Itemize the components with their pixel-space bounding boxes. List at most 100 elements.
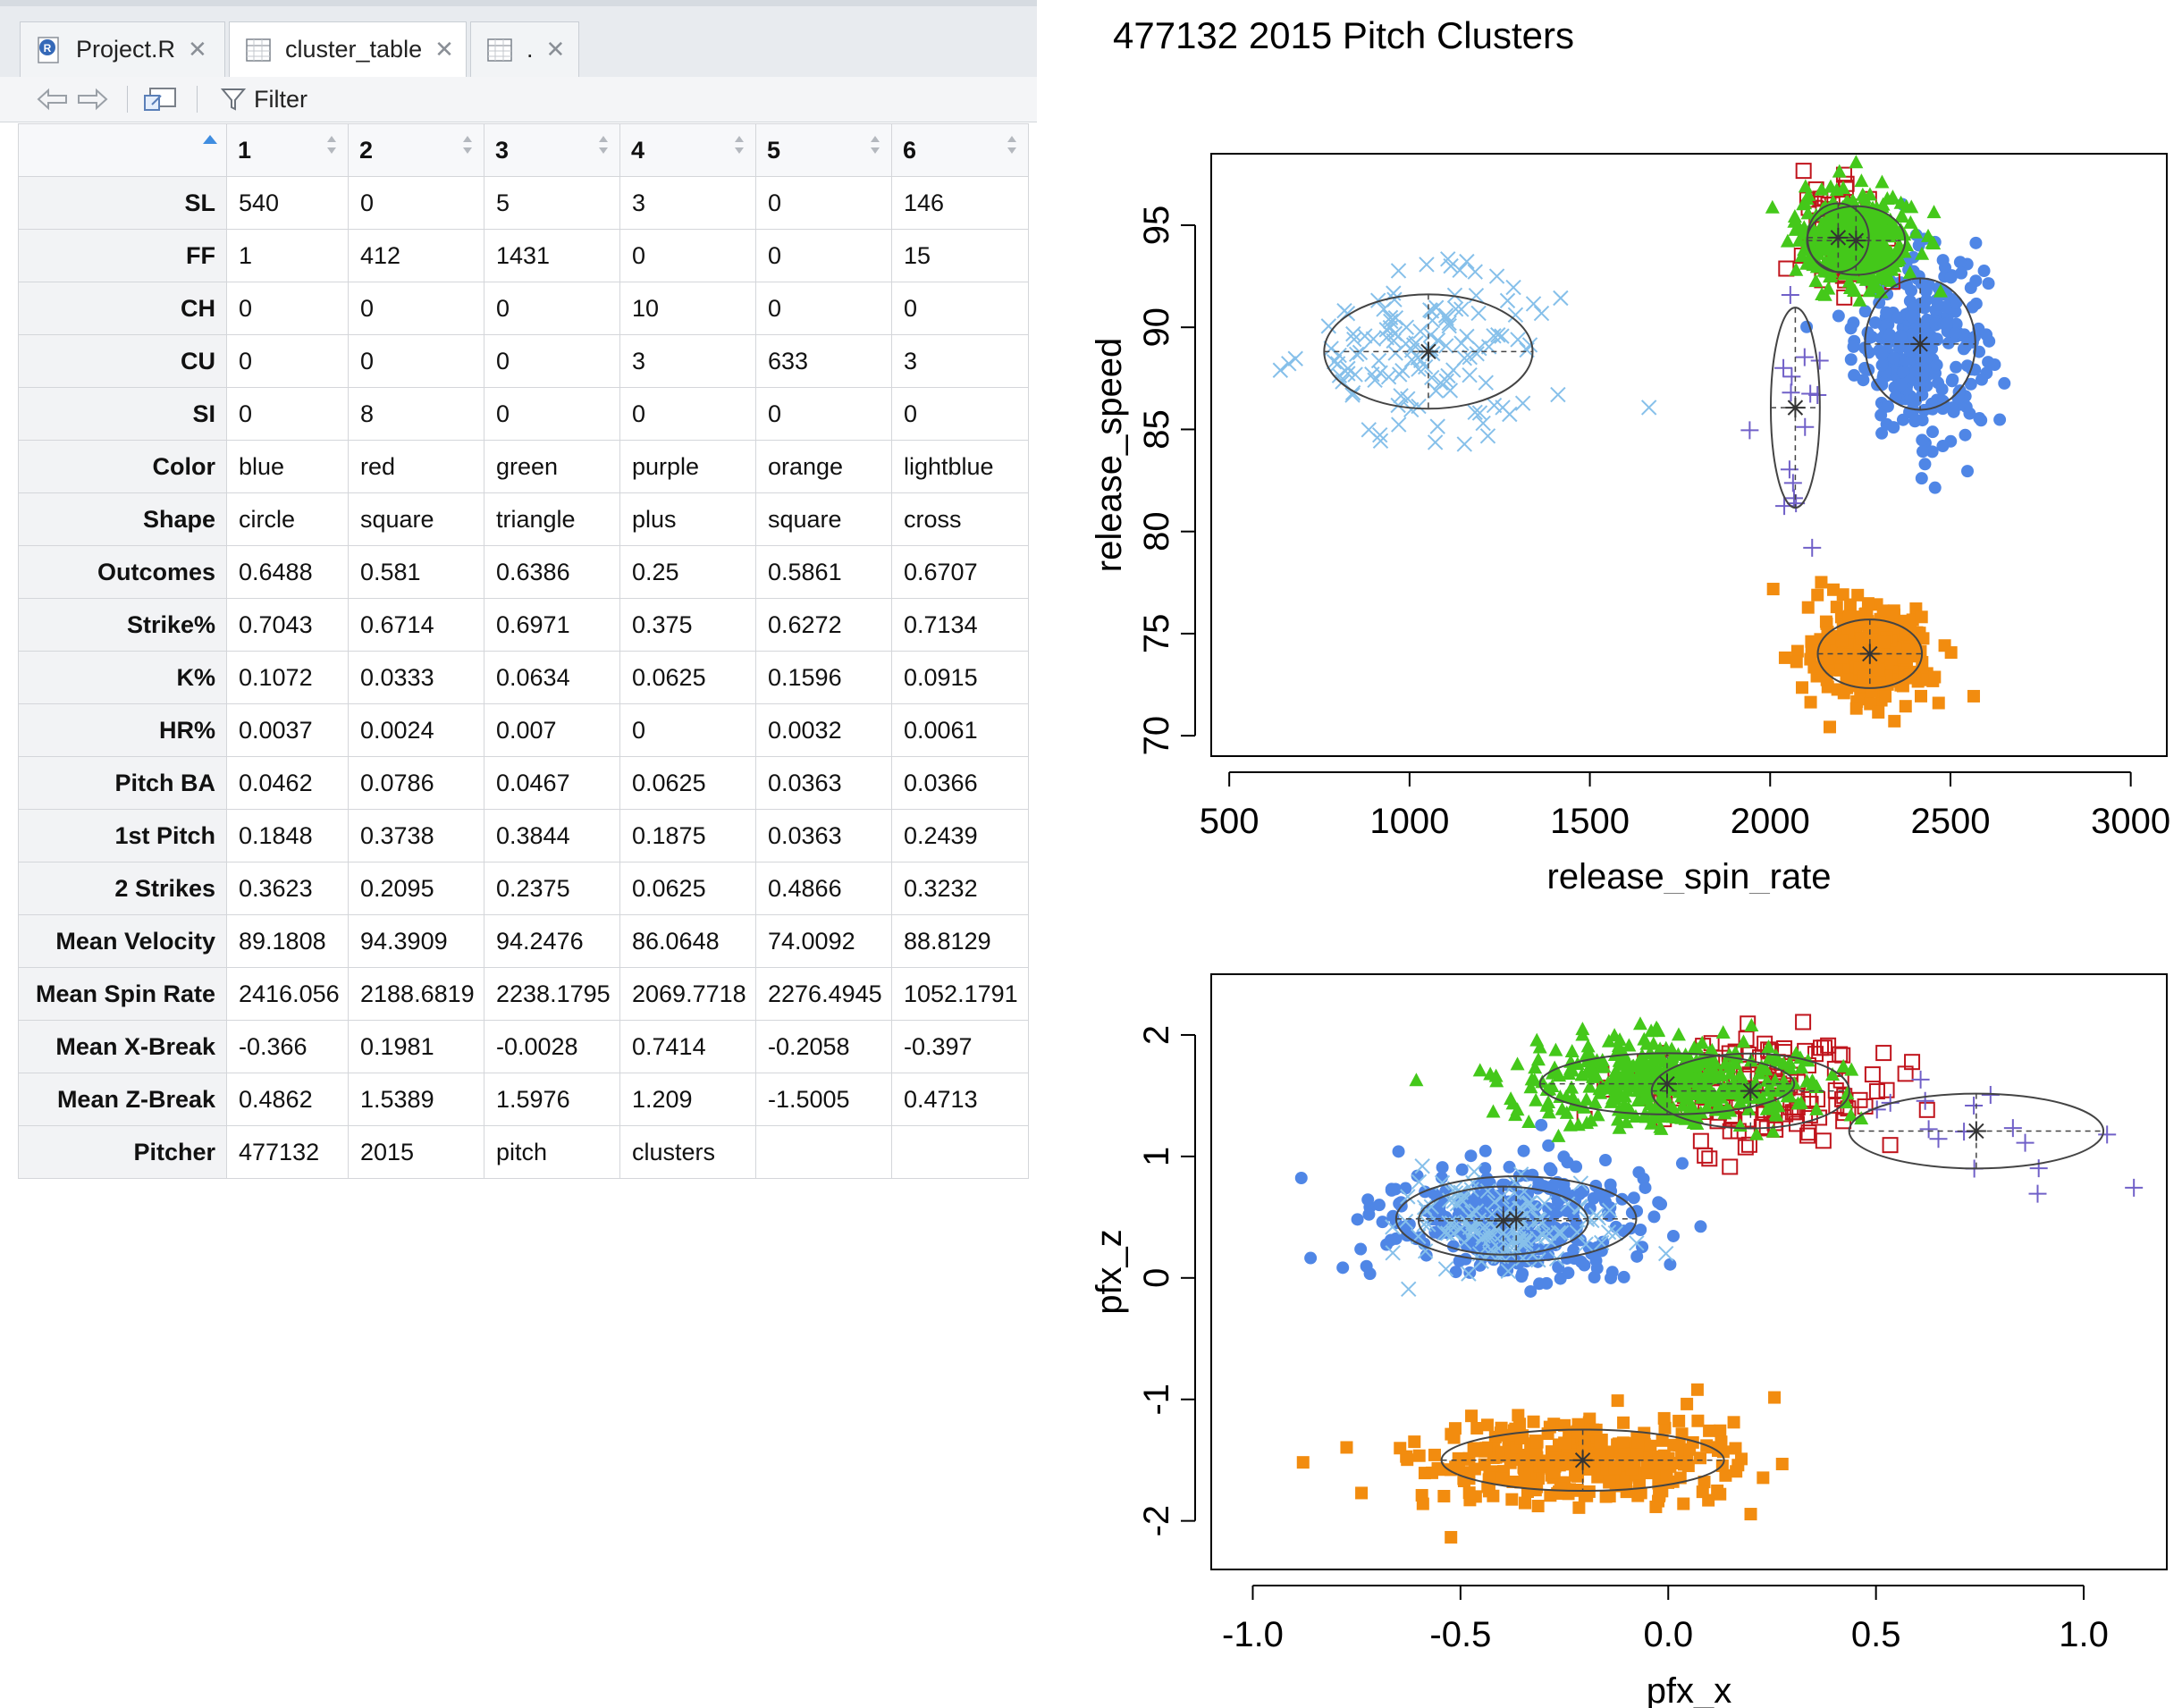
table-cell[interactable]: 0.3623 [226,862,349,915]
table-cell[interactable]: 0.6707 [891,545,1029,599]
table-cell[interactable]: 0 [484,334,620,388]
table-cell[interactable]: 0.6488 [226,545,349,599]
table-cell[interactable]: 0.0625 [619,651,756,704]
table-cell[interactable]: 0.0363 [755,756,892,810]
table-cell[interactable]: 0 [891,282,1029,335]
table-cell[interactable] [891,1125,1029,1179]
table-cell[interactable]: 0.0467 [484,756,620,810]
table-cell[interactable] [755,1125,892,1179]
table-cell[interactable]: 0.6714 [348,598,484,652]
table-cell[interactable]: cross [891,492,1029,546]
table-cell[interactable]: 0 [619,229,756,282]
table-cell[interactable]: 0.0333 [348,651,484,704]
table-cell[interactable]: 0 [348,334,484,388]
table-cell[interactable]: 0.1596 [755,651,892,704]
table-cell[interactable]: -0.366 [226,1020,349,1073]
table-cell[interactable]: 633 [755,334,892,388]
table-cell[interactable]: 0.375 [619,598,756,652]
table-cell[interactable]: 0.1875 [619,809,756,862]
table-cell[interactable]: 0.4713 [891,1073,1029,1126]
table-cell[interactable]: red [348,440,484,493]
table-cell[interactable]: lightblue [891,440,1029,493]
table-cell[interactable]: 0.581 [348,545,484,599]
show-in-window-icon[interactable] [143,84,179,114]
close-icon[interactable]: ✕ [545,36,566,63]
table-cell[interactable]: 2238.1795 [484,967,620,1021]
table-cell[interactable]: pitch [484,1125,620,1179]
table-cell[interactable]: clusters [619,1125,756,1179]
table-cell[interactable]: 0.0625 [619,862,756,915]
sort-arrows-icon[interactable] [462,133,473,156]
sort-arrows-icon[interactable] [598,133,609,156]
table-cell[interactable]: square [755,492,892,546]
table-cell[interactable]: 0.5861 [755,545,892,599]
table-cell[interactable]: 0.7134 [891,598,1029,652]
table-cell[interactable]: 0.0024 [348,703,484,757]
table-cell[interactable]: 1.209 [619,1073,756,1126]
table-cell[interactable]: 2416.056 [226,967,349,1021]
table-cell[interactable]: orange [755,440,892,493]
table-cell[interactable]: 0.25 [619,545,756,599]
table-cell[interactable]: triangle [484,492,620,546]
close-icon[interactable]: ✕ [188,36,207,63]
table-cell[interactable]: 8 [348,387,484,441]
table-cell[interactable]: 0 [348,176,484,230]
filter-button[interactable]: Filter [220,84,308,114]
table-cell[interactable]: square [348,492,484,546]
table-cell[interactable]: 0 [484,387,620,441]
table-cell[interactable]: 0.4862 [226,1073,349,1126]
table-cell[interactable]: 0 [755,282,892,335]
table-cell[interactable]: 1052.1791 [891,967,1029,1021]
table-cell[interactable]: -0.0028 [484,1020,620,1073]
table-cell[interactable]: 0.6272 [755,598,892,652]
column-header-5[interactable]: 5 [755,123,892,177]
table-cell[interactable]: 88.8129 [891,914,1029,968]
table-cell[interactable]: 2276.4945 [755,967,892,1021]
sort-arrows-icon[interactable] [1007,133,1017,156]
tab-dot[interactable]: . ✕ [470,21,579,77]
table-cell[interactable]: blue [226,440,349,493]
table-cell[interactable]: 412 [348,229,484,282]
table-cell[interactable]: 0 [484,282,620,335]
column-header-2[interactable]: 2 [348,123,484,177]
table-cell[interactable]: 94.2476 [484,914,620,968]
row-names-header[interactable] [18,123,227,177]
table-cell[interactable]: 0.0634 [484,651,620,704]
table-cell[interactable]: 477132 [226,1125,349,1179]
sort-arrows-icon[interactable] [734,133,745,156]
table-cell[interactable]: green [484,440,620,493]
table-cell[interactable]: 0 [226,334,349,388]
table-cell[interactable]: 0.0786 [348,756,484,810]
table-cell[interactable]: purple [619,440,756,493]
column-header-3[interactable]: 3 [484,123,620,177]
table-cell[interactable]: 0.0061 [891,703,1029,757]
table-cell[interactable]: plus [619,492,756,546]
table-cell[interactable]: 94.3909 [348,914,484,968]
table-cell[interactable]: 0.1981 [348,1020,484,1073]
table-cell[interactable]: -0.397 [891,1020,1029,1073]
table-cell[interactable]: 0.1072 [226,651,349,704]
table-cell[interactable]: 0.0462 [226,756,349,810]
table-cell[interactable]: 0 [755,387,892,441]
table-cell[interactable]: 2188.6819 [348,967,484,1021]
table-cell[interactable]: 540 [226,176,349,230]
table-cell[interactable]: 1431 [484,229,620,282]
table-cell[interactable]: 0.0363 [755,809,892,862]
table-cell[interactable]: 3 [619,176,756,230]
forward-arrow-icon[interactable] [75,84,109,114]
table-cell[interactable]: 0.7043 [226,598,349,652]
sort-arrows-icon[interactable] [870,133,880,156]
table-cell[interactable]: 0 [755,229,892,282]
table-cell[interactable]: circle [226,492,349,546]
table-cell[interactable]: 0.2095 [348,862,484,915]
table-cell[interactable]: -1.5005 [755,1073,892,1126]
table-cell[interactable]: 1 [226,229,349,282]
table-cell[interactable]: 0.0625 [619,756,756,810]
table-cell[interactable]: 0.4866 [755,862,892,915]
table-cell[interactable]: 0 [226,387,349,441]
table-cell[interactable]: 0.2375 [484,862,620,915]
table-cell[interactable]: 74.0092 [755,914,892,968]
table-cell[interactable]: 0.007 [484,703,620,757]
table-cell[interactable]: 2069.7718 [619,967,756,1021]
table-cell[interactable]: 2015 [348,1125,484,1179]
